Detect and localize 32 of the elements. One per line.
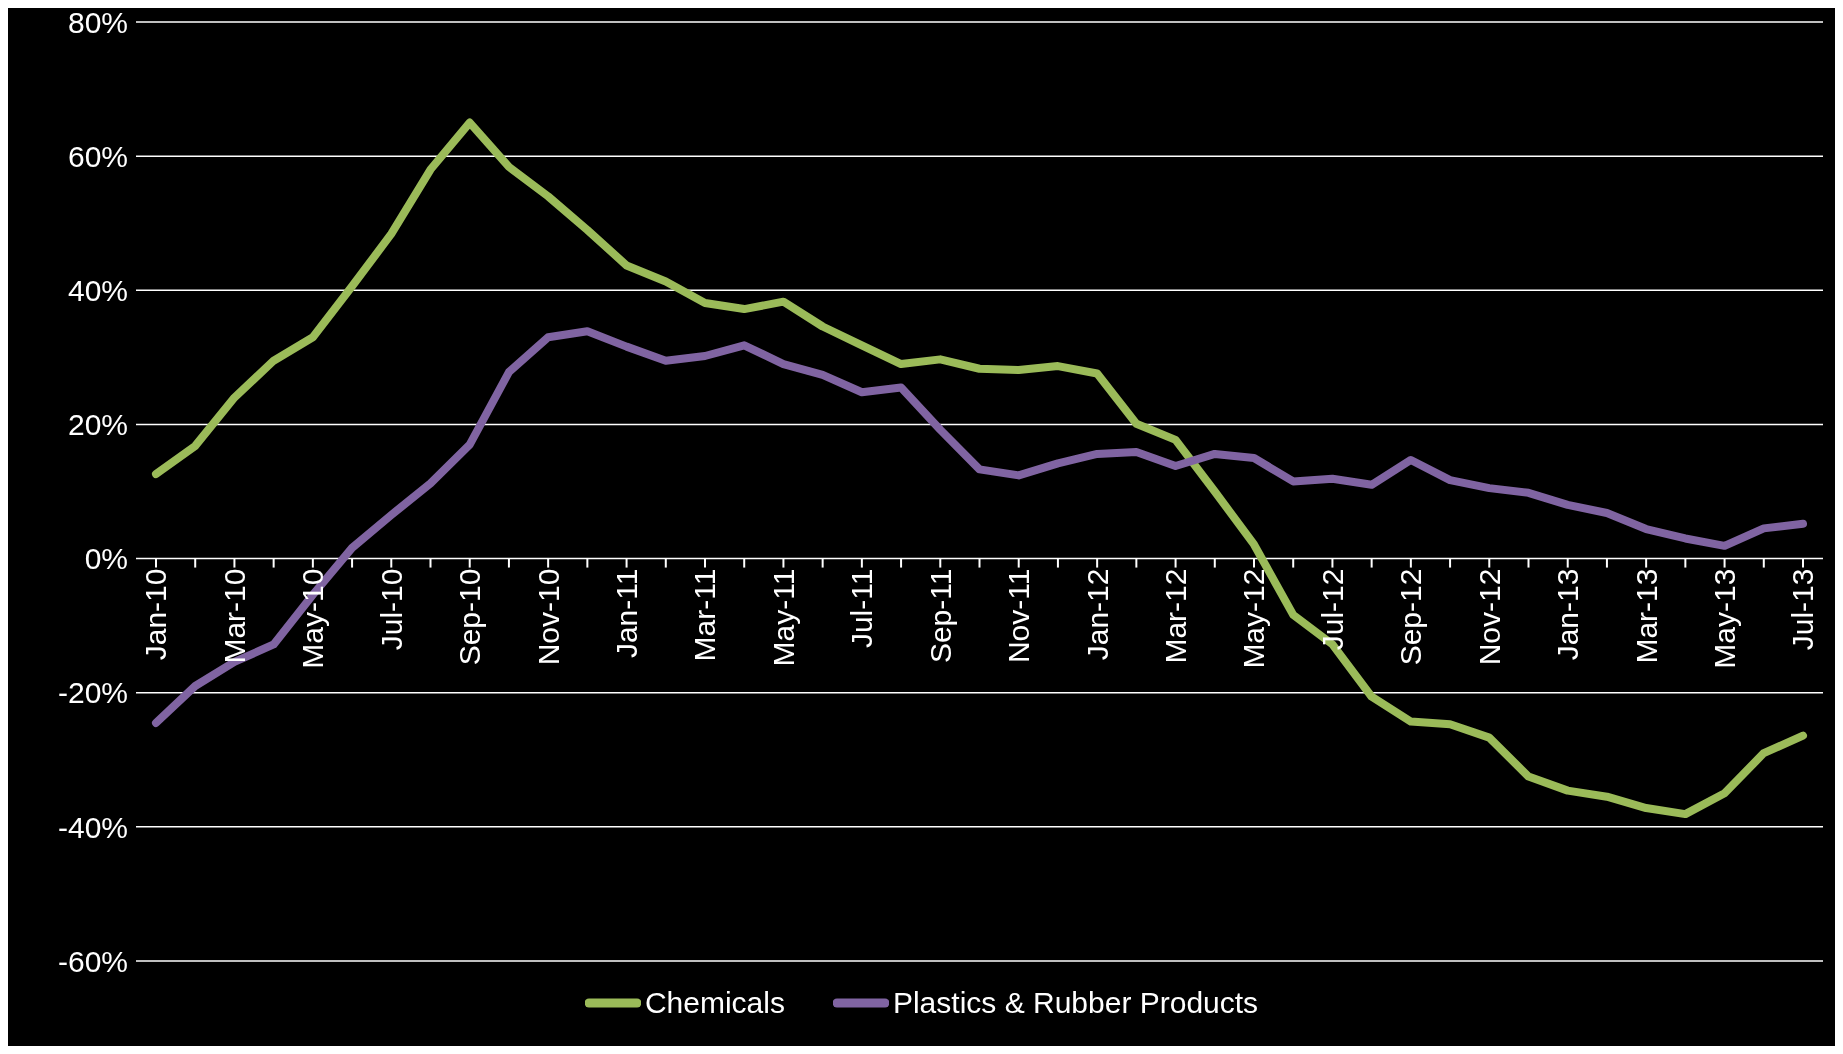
y-tick-label: 80% (67, 5, 128, 39)
x-tick-label: Sep-12 (1394, 568, 1428, 666)
x-tick-label: May-10 (296, 568, 330, 669)
x-tick-label: Nov-10 (531, 568, 565, 666)
x-tick-label: Jul-12 (1315, 568, 1349, 651)
x-tick-label: Jul-10 (374, 568, 408, 651)
x-tick-label: Jan-10 (139, 568, 173, 661)
y-tick-label: 40% (67, 273, 128, 307)
y-tick-label: -60% (57, 944, 128, 978)
x-tick-label: Jan-13 (1551, 568, 1585, 661)
x-tick-label: Jul-11 (845, 568, 879, 649)
x-tick-label: Mar-13 (1629, 568, 1663, 664)
x-tick-label: Sep-11 (923, 568, 957, 664)
y-tick-label: -20% (57, 676, 128, 710)
x-tick-label: Mar-11 (688, 568, 722, 662)
x-tick-label: Mar-12 (1159, 568, 1193, 664)
y-tick-label: 60% (67, 139, 128, 173)
x-tick-label: May-12 (1237, 568, 1271, 669)
legend-label: Plastics & Rubber Products (892, 986, 1259, 1020)
x-tick-label: May-11 (766, 568, 800, 667)
x-tick-label: May-13 (1708, 568, 1742, 669)
y-tick-label: -40% (57, 810, 128, 844)
y-tick-label: 0% (84, 542, 128, 576)
legend-label: Chemicals (644, 986, 785, 1020)
x-tick-label: Jul-13 (1786, 568, 1820, 651)
x-tick-label: Sep-10 (453, 568, 487, 666)
x-tick-label: Mar-10 (217, 568, 251, 664)
x-tick-label: Jan-11 (610, 568, 644, 659)
x-tick-label: Jan-12 (1080, 568, 1114, 661)
x-tick-label: Nov-12 (1472, 568, 1506, 666)
y-tick-label: 20% (67, 408, 128, 442)
x-tick-label: Nov-11 (1002, 568, 1036, 664)
